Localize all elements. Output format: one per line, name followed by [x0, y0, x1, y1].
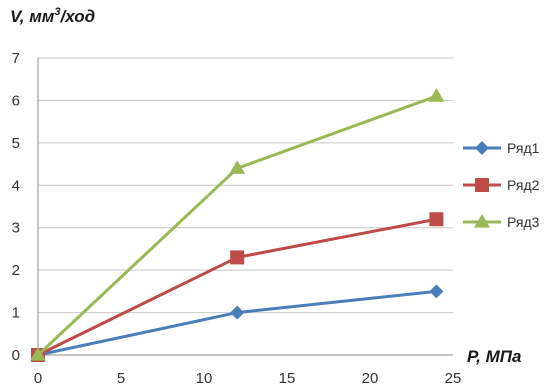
legend-marker-3 [474, 214, 490, 228]
x-tick-label-5: 5 [117, 370, 125, 387]
y-tick-label-5: 5 [12, 135, 20, 152]
axes [37, 58, 453, 356]
series-group [30, 88, 445, 362]
legend-marker-2 [475, 178, 489, 192]
legend: Ряд1 Ряд2 Ряд3 [463, 140, 540, 230]
series-3-point-1 [30, 347, 46, 361]
x-tick-label-15: 15 [279, 370, 296, 387]
series-1-point-2 [230, 305, 245, 320]
y-tick-label-0: 0 [12, 347, 20, 364]
series-3-point-2 [229, 160, 246, 174]
series-2-point-2 [230, 250, 245, 265]
x-tick-label-20: 20 [362, 370, 379, 387]
legend-label-1: Ряд1 [507, 140, 540, 156]
x-tick-label-10: 10 [196, 370, 213, 387]
y-tick-label-4: 4 [12, 177, 20, 194]
series-3-point-3 [428, 88, 445, 102]
series-line-2 [37, 217, 437, 357]
y-tick-label-6: 6 [12, 92, 20, 109]
y-tick-label-2: 2 [12, 262, 20, 279]
tick-labels: 0 1 2 3 4 5 6 7 0 5 10 15 20 25 [12, 50, 462, 387]
grid-lines [38, 57, 453, 314]
series-1-point-3 [429, 284, 444, 299]
y-tick-label-1: 1 [12, 305, 20, 322]
series-2-point-3 [429, 212, 444, 227]
legend-label-2: Ряд2 [507, 177, 540, 193]
y-tick-label-3: 3 [12, 220, 20, 237]
x-axis-title: P, МПа [467, 347, 521, 366]
y-axis-title: V, мм3/ход [10, 6, 95, 26]
y-tick-label-7: 7 [12, 50, 20, 67]
legend-label-3: Ряд3 [507, 214, 540, 230]
x-tick-label-0: 0 [34, 370, 42, 387]
legend-marker-1 [475, 141, 489, 155]
x-tick-label-25: 25 [445, 370, 462, 387]
